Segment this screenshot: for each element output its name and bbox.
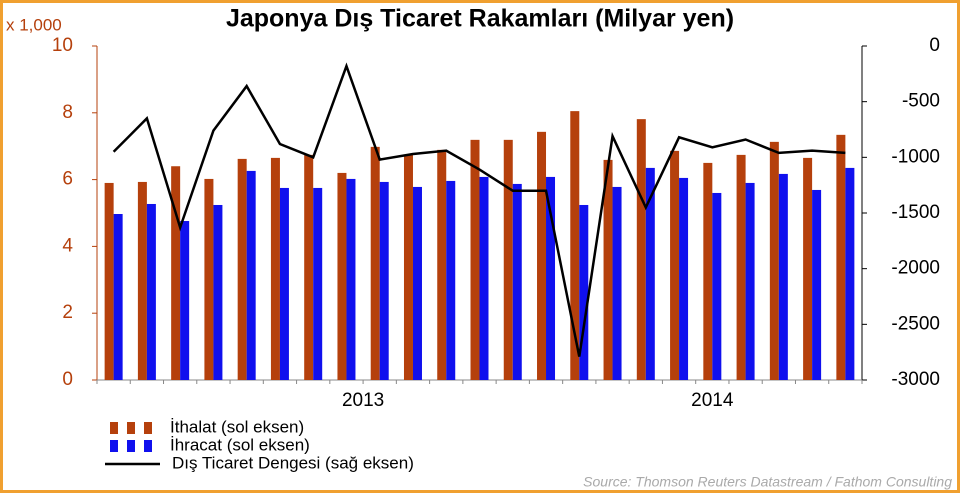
legend-label: İhracat (sol eksen) xyxy=(170,435,310,454)
y-unit-label: x 1,000 xyxy=(6,15,62,34)
bar xyxy=(703,162,713,380)
bar xyxy=(180,221,190,380)
bar xyxy=(479,176,489,380)
source: Source: Thomson Reuters Datastream / Fat… xyxy=(583,474,952,490)
y2-tick-label: 0 xyxy=(929,35,940,56)
bar xyxy=(137,181,147,380)
bar xyxy=(412,186,422,380)
legend-label: İthalat (sol eksen) xyxy=(170,417,304,436)
legend-label: Dış Ticaret Dengesi (sağ eksen) xyxy=(172,453,414,472)
y-tick-label: 2 xyxy=(62,302,73,323)
bar xyxy=(171,166,181,380)
bar xyxy=(503,139,513,380)
bar xyxy=(146,203,156,380)
bar xyxy=(204,178,214,380)
bar xyxy=(279,187,289,380)
bar xyxy=(470,139,480,380)
y2-tick-label: -2000 xyxy=(891,258,940,279)
bar xyxy=(546,176,556,380)
bar xyxy=(346,178,356,380)
chart-title: Japonya Dış Ticaret Rakamları (Milyar ye… xyxy=(226,5,734,33)
bar xyxy=(237,158,247,380)
bar xyxy=(636,119,646,381)
bar xyxy=(712,192,722,380)
bar xyxy=(537,131,547,380)
bar xyxy=(304,154,314,380)
bar xyxy=(803,157,813,380)
bar xyxy=(337,172,347,380)
bar xyxy=(769,141,779,380)
bar xyxy=(512,183,522,380)
bar xyxy=(836,134,846,380)
y-tick-label: 4 xyxy=(62,235,73,256)
bar xyxy=(379,181,389,380)
bar xyxy=(579,204,589,380)
line xyxy=(112,62,846,357)
y-tick-label: 0 xyxy=(62,369,73,390)
bar xyxy=(670,150,680,380)
bar xyxy=(403,154,413,380)
legend-marker xyxy=(144,440,152,452)
bar xyxy=(736,154,746,380)
legend-marker xyxy=(110,422,118,434)
bar xyxy=(778,173,788,380)
legend-marker xyxy=(127,422,135,434)
bar xyxy=(570,111,580,380)
y2-tick-label: -2500 xyxy=(891,313,940,334)
bar xyxy=(603,159,613,380)
bar xyxy=(213,204,223,380)
x-group-label: 2013 xyxy=(342,390,384,411)
bar xyxy=(745,182,755,380)
y-tick-label: 6 xyxy=(62,169,73,190)
bar xyxy=(446,180,456,380)
bar xyxy=(370,146,380,380)
y-tick-label: 10 xyxy=(52,35,73,56)
bar xyxy=(313,187,323,380)
bar xyxy=(270,157,280,380)
bar xyxy=(437,149,447,380)
y2-tick-label: -1500 xyxy=(891,202,940,223)
bar xyxy=(612,186,622,380)
bar xyxy=(845,167,855,380)
y2-tick-label: -3000 xyxy=(891,369,940,390)
bar xyxy=(679,177,689,380)
bar xyxy=(645,167,655,380)
bar xyxy=(113,214,123,380)
x-group-label: 2014 xyxy=(691,390,734,411)
y2-tick-label: -500 xyxy=(902,91,940,112)
legend-marker xyxy=(127,440,135,452)
bar xyxy=(246,170,256,380)
bar xyxy=(104,182,114,380)
legend-marker xyxy=(144,422,152,434)
bar xyxy=(812,189,822,380)
legend-marker xyxy=(110,440,118,452)
y-tick-label: 8 xyxy=(62,102,73,123)
y2-tick-label: -1000 xyxy=(891,146,940,167)
